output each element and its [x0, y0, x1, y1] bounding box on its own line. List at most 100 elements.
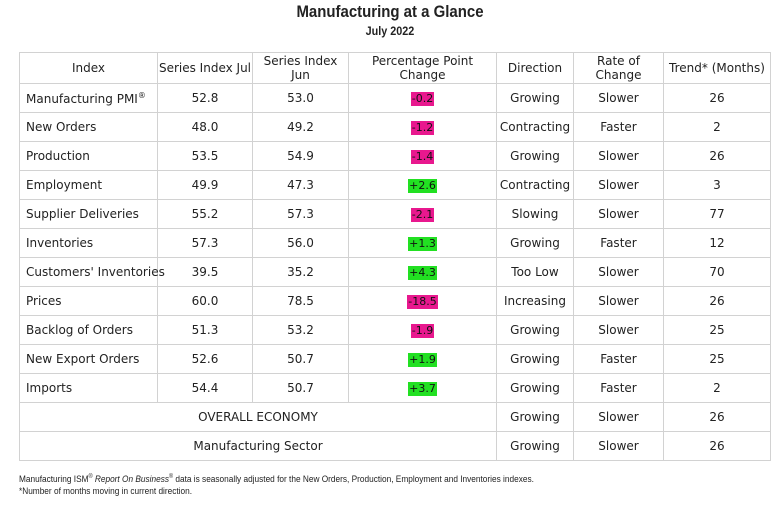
rate-cell: Slower	[573, 257, 664, 287]
series-jul-cell: 51.3	[157, 315, 253, 345]
series-jul-cell: 52.8	[157, 83, 253, 113]
direction-cell: Slowing	[496, 199, 574, 229]
summary-row: Manufacturing Sector Growing Slower 26	[19, 431, 771, 461]
series-jun-cell: 56.0	[252, 228, 349, 258]
column-header-trend: Trend* (Months)	[663, 52, 771, 84]
trend-cell: 77	[663, 199, 771, 229]
change-cell: +4.3	[348, 257, 497, 287]
series-jul-cell: 39.5	[157, 257, 253, 287]
change-highlight: +4.3	[408, 265, 437, 280]
change-cell: +2.6	[348, 170, 497, 200]
trend-cell: 12	[663, 228, 771, 258]
index-label: Manufacturing PMI	[26, 91, 138, 106]
index-label: Supplier Deliveries	[26, 207, 139, 221]
index-cell: New Export Orders	[19, 344, 158, 374]
change-cell: -18.5	[348, 286, 497, 316]
index-label: Inventories	[26, 236, 94, 250]
index-cell: Imports	[19, 373, 158, 403]
rate-cell: Faster	[573, 344, 664, 374]
table-row: Customers' Inventories 39.5 35.2 +4.3 Too Lo…	[19, 257, 771, 287]
direction-cell: Growing	[496, 141, 574, 171]
table-row: Imports 54.4 50.7 +3.7 Growing Faster 2	[19, 373, 771, 403]
trend-cell: 2	[663, 112, 771, 142]
rate-cell: Slower	[573, 431, 664, 461]
trend-cell: 2	[663, 373, 771, 403]
index-label: Customers' Inventories	[26, 265, 165, 279]
direction-cell: Growing	[496, 431, 574, 461]
trend-cell: 25	[663, 315, 771, 345]
header-row: Index Series Index Jul Series Index Jun …	[19, 52, 771, 84]
direction-cell: Increasing	[496, 286, 574, 316]
series-jul-cell: 57.3	[157, 228, 253, 258]
index-label: Backlog of Orders	[26, 323, 133, 337]
trend-cell: 26	[663, 83, 771, 113]
series-jul-cell: 52.6	[157, 344, 253, 374]
change-highlight: -2.1	[410, 207, 435, 222]
rate-cell: Slower	[573, 83, 664, 113]
table-row: Employment 49.9 47.3 +2.6 Contracting Slower 3	[19, 170, 771, 200]
series-jun-cell: 49.2	[252, 112, 349, 142]
table-row: New Orders 48.0 49.2 -1.2 Contracting Faster 2	[19, 112, 771, 142]
index-cell: Supplier Deliveries	[19, 199, 158, 229]
direction-cell: Growing	[496, 402, 574, 432]
trend-cell: 26	[663, 286, 771, 316]
rate-cell: Slower	[573, 402, 664, 432]
column-header-change: Percentage Point Change	[348, 52, 497, 84]
index-cell: New Orders	[19, 112, 158, 142]
change-cell: -2.1	[348, 199, 497, 229]
series-jul-cell: 54.4	[157, 373, 253, 403]
change-cell: +1.3	[348, 228, 497, 258]
index-label: Production	[26, 149, 90, 163]
change-highlight: +1.3	[408, 236, 437, 251]
index-cell: Prices	[19, 286, 158, 316]
series-jun-cell: 78.5	[252, 286, 349, 316]
series-jun-cell: 54.9	[252, 141, 349, 171]
footnote-seasonal: Manufacturing ISM® Report On Business® d…	[19, 474, 534, 484]
change-highlight: +2.6	[408, 178, 437, 193]
page-title: Manufacturing at a Glance	[296, 2, 484, 21]
direction-cell: Too Low	[496, 257, 574, 287]
table-row: Backlog of Orders 51.3 53.2 -1.9 Growing Slow…	[19, 315, 771, 345]
manufacturing-table: Index Series Index Jul Series Index Jun …	[19, 52, 771, 461]
change-cell: +1.9	[348, 344, 497, 374]
change-highlight: -0.2	[410, 91, 435, 106]
series-jul-cell: 53.5	[157, 141, 253, 171]
registered-mark: ®	[137, 90, 146, 100]
column-header-series-jul: Series Index Jul	[157, 52, 253, 84]
table-row: Supplier Deliveries 55.2 57.3 -2.1 Slowing Sl…	[19, 199, 771, 229]
index-label: Prices	[26, 294, 62, 308]
trend-cell: 3	[663, 170, 771, 200]
change-highlight: +1.9	[408, 352, 437, 367]
index-label: New Export Orders	[26, 352, 140, 366]
direction-cell: Contracting	[496, 170, 574, 200]
rate-cell: Slower	[573, 170, 664, 200]
page-subtitle: July 2022	[365, 24, 415, 38]
summary-label: Manufacturing Sector	[19, 431, 497, 461]
series-jul-cell: 55.2	[157, 199, 253, 229]
rate-cell: Slower	[573, 286, 664, 316]
column-header-series-jun: Series Index Jun	[252, 52, 349, 84]
change-highlight: -1.4	[410, 149, 435, 164]
series-jun-cell: 53.0	[252, 83, 349, 113]
footnote-trend: *Number of months moving in current dire…	[19, 486, 193, 496]
series-jun-cell: 53.2	[252, 315, 349, 345]
series-jul-cell: 49.9	[157, 170, 253, 200]
change-cell: -1.9	[348, 315, 497, 345]
series-jun-cell: 57.3	[252, 199, 349, 229]
rate-cell: Faster	[573, 373, 664, 403]
direction-cell: Growing	[496, 315, 574, 345]
series-jun-cell: 50.7	[252, 373, 349, 403]
direction-cell: Growing	[496, 83, 574, 113]
index-cell: Manufacturing PMI®	[19, 83, 158, 113]
series-jun-cell: 50.7	[252, 344, 349, 374]
trend-cell: 25	[663, 344, 771, 374]
index-cell: Inventories	[19, 228, 158, 258]
change-highlight: -1.9	[410, 323, 435, 338]
table-row: New Export Orders 52.6 50.7 +1.9 Growing Fast…	[19, 344, 771, 374]
direction-cell: Contracting	[496, 112, 574, 142]
table-row: Production 53.5 54.9 -1.4 Growing Slower 26	[19, 141, 771, 171]
series-jul-cell: 48.0	[157, 112, 253, 142]
column-header-index: Index	[19, 52, 158, 84]
column-header-rate: Rate of Change	[573, 52, 664, 84]
change-cell: +3.7	[348, 373, 497, 403]
